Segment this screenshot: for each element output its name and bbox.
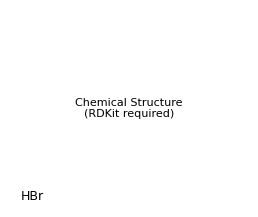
Text: Chemical Structure
(RDKit required): Chemical Structure (RDKit required) <box>75 98 183 119</box>
Text: HBr: HBr <box>21 190 44 203</box>
